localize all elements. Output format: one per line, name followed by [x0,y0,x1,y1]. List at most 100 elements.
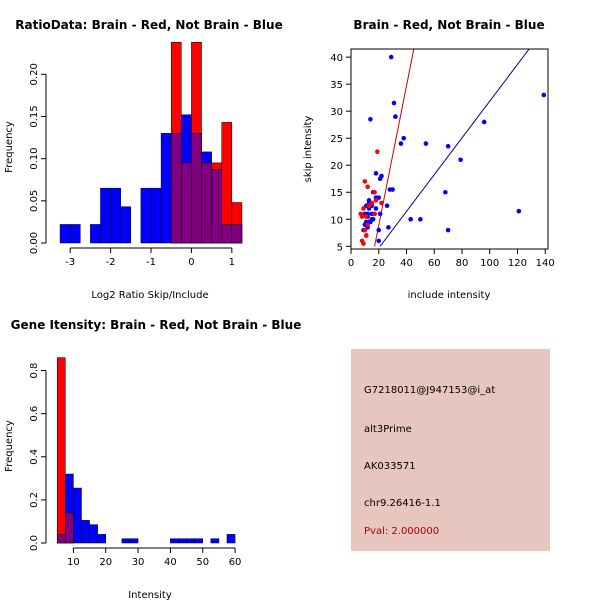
scatter-y-tick-label: 5 [337,242,343,253]
scatter-point-not-brain [373,171,379,176]
scatter-point-not-brain [481,119,487,125]
ratio-x-tick-label: 1 [229,257,235,268]
scatter-plot-box [350,48,549,250]
ratio-x-tick-label: -3 [65,257,75,268]
scatter-point-not-brain [376,238,382,244]
intensity-bar-not-brain [97,534,106,544]
scatter-point-not-brain [390,187,395,192]
scatter-point-not-brain [368,116,373,122]
intensity-bar-not-brain [121,538,131,544]
intensity-x-tick-label: 20 [99,557,112,568]
scatter-point-brain [369,200,375,206]
scatter-point-not-brain [377,176,383,182]
intensity-bar-not-brain [89,524,98,544]
intensity-bar-overlap [56,534,66,544]
scatter-point-not-brain [401,135,407,141]
ratio-bar-overlap [191,133,202,244]
probe-id: G7218011@J947153@i_at [364,385,496,396]
scatter-x-tick-label: 0 [348,258,354,269]
ratio-bar-not-brain [100,187,111,244]
intensity-bar-not-brain [210,538,220,544]
pval-text: Pval: 2.000000 [364,526,440,537]
intensity-bar-brain [56,357,66,544]
scatter-x-tick-label: 20 [372,258,385,269]
scatter-y-tick-label: 10 [330,215,343,226]
intensity-bar-not-brain [186,538,195,544]
scatter-point-not-brain [369,216,375,222]
accession: AK033571 [364,461,416,472]
intensity-scatter-chart: 0 20 40 60 80 100 120 140 5 10 15 20 25 30 35 40 Brain -… [303,18,555,301]
scatter-point-not-brain [423,141,429,146]
intensity-bar-not-brain [194,538,203,544]
ratio-bar-not-brain [90,224,101,244]
ratio-title: RatioData: Brain - Red, Not Brain - Blue [15,18,282,32]
ratio-bar-overlap [201,162,212,244]
ratio-y-tick-label: 0.00 [29,232,40,254]
ratio-bar-overlap [170,133,182,244]
event-type: alt3Prime [364,424,412,435]
scatter-point-not-brain [418,216,423,222]
intensity-bar-not-brain [81,520,90,544]
intensity-x-tick-label: 30 [132,557,145,568]
ratio-x-axis-label: Log2 Ratio Skip/Include [91,290,208,301]
scatter-point-brain [373,198,379,203]
scatter-y-tick-label: 30 [330,107,343,118]
scatter-point-brain [365,222,370,227]
scatter-y-tick-label: 20 [330,161,343,172]
ratio-bar-overlap [231,224,243,244]
scatter-not-brain-fit-line [379,49,530,247]
scatter-y-tick-label: 15 [330,188,343,199]
scatter-point-not-brain [408,216,413,222]
scatter-x-tick-label: 40 [400,258,413,269]
scatter-point-not-brain [386,225,391,230]
scatter-point-brain [365,184,370,190]
scatter-point-brain [361,241,366,246]
scatter-point-not-brain [373,206,379,211]
scatter-point-not-brain [443,189,448,195]
scatter-point-not-brain [391,100,397,106]
scatter-point-brain [363,233,369,238]
scatter-x-tick-label: 140 [536,258,555,269]
scatter-brain-fit-line [374,49,415,247]
scatter-point-not-brain [398,141,404,146]
scatter-y-tick-label: 25 [330,134,343,145]
ratio-bar-not-brain [160,133,172,244]
ratio-y-tick-label: 0.15 [29,105,40,127]
intensity-x-axis-label: Intensity [128,590,172,600]
scatter-point-brain [372,211,377,217]
intensity-x-tick-label: 40 [164,557,177,568]
intensity-bar-overlap [65,512,74,544]
intensity-x-tick-label: 50 [196,557,209,568]
intensity-y-tick-label: 0.2 [29,492,40,508]
intensity-x-tick-label: 60 [229,557,242,568]
scatter-point-brain [361,206,366,211]
intensity-bar-not-brain [73,487,82,544]
scatter-x-tick-label: 120 [508,258,527,269]
ratio-bar-not-brain [69,224,81,244]
ratio-bar-overlap [211,169,222,244]
intensity-bar-not-brain [178,538,187,544]
scatter-point-not-brain [388,54,394,60]
ratio-y-tick-label: 0.20 [29,63,40,85]
scatter-point-not-brain [541,92,547,98]
ratio-bar-not-brain [140,187,152,244]
ratio-x-tick-label: -1 [146,257,156,268]
ratio-bar-not-brain [59,224,71,244]
intensity-y-axis-label: Frequency [4,420,15,472]
ratio-histogram-chart: -3 -2 -1 0 1 0.00 0.05 0.10 0.15 0.20 RatioData: B… [4,18,283,301]
scatter-point-brain [379,200,384,206]
scatter-x-tick-label: 100 [480,258,499,269]
scatter-point-not-brain [393,114,398,119]
genomic-location: chr9.26416-1.1 [364,498,441,509]
scatter-point-not-brain [384,203,390,209]
ratio-bar-overlap [221,224,233,244]
intensity-bar-not-brain [226,534,236,544]
scatter-x-tick-label: 60 [428,258,441,269]
scatter-point-not-brain [445,227,451,233]
ratio-x-tick-label: -2 [106,257,116,268]
scatter-y-tick-label: 35 [330,80,343,91]
ratio-y-axis-label: Frequency [4,121,15,173]
scatter-point-brain [359,214,365,219]
scatter-point-not-brain [377,211,383,217]
ratio-y-tick-label: 0.05 [29,190,40,212]
